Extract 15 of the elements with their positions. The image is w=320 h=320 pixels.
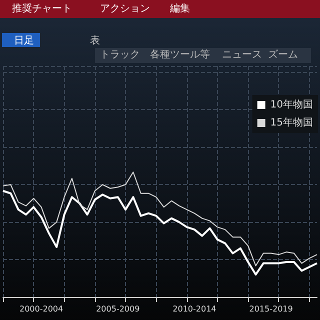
legend-label: 15年物国 xyxy=(270,116,314,128)
x-tick-label: 2010-2014 xyxy=(172,304,216,314)
x-tick-label: 2000-2004 xyxy=(19,304,64,314)
text: トラック xyxy=(100,50,140,60)
text: 推奨チャート xyxy=(12,2,72,14)
legend-label: 10年物国 xyxy=(270,98,314,110)
text: 日足 xyxy=(14,36,34,46)
text: 表 xyxy=(90,34,100,46)
text: 編集 xyxy=(169,2,190,14)
text: ニュース xyxy=(222,50,262,60)
x-tick-label: 2005-2009 xyxy=(96,304,140,314)
text: アクション xyxy=(100,4,150,14)
text: ズーム xyxy=(268,48,298,60)
x-tick-label: 2015-2019 xyxy=(249,304,293,314)
text: 各種ツール等 xyxy=(150,48,210,60)
